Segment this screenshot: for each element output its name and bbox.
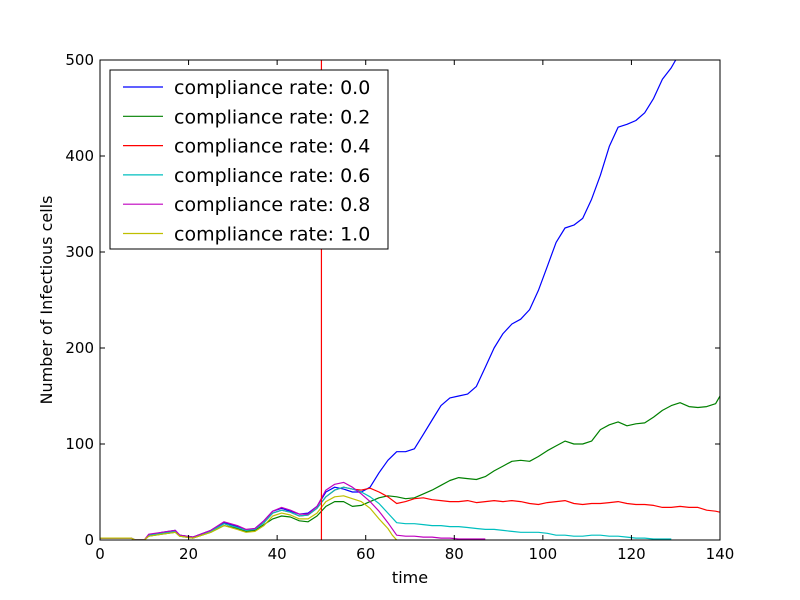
series-line-0 bbox=[100, 60, 677, 540]
x-tick-label: 120 bbox=[617, 545, 646, 563]
series-line-3 bbox=[100, 486, 672, 540]
x-tick-label: 40 bbox=[268, 545, 287, 563]
legend-label-3: compliance rate: 0.6 bbox=[174, 165, 370, 187]
legend-label-5: compliance rate: 1.0 bbox=[174, 224, 370, 246]
plot-area-frame bbox=[99, 59, 721, 541]
x-tick-label: 80 bbox=[445, 545, 464, 563]
legend-label-1: compliance rate: 0.2 bbox=[174, 106, 370, 128]
legend-label-2: compliance rate: 0.4 bbox=[174, 136, 370, 158]
y-tick-label: 200 bbox=[65, 339, 94, 357]
y-tick-label: 100 bbox=[65, 435, 94, 453]
x-tick-label: 140 bbox=[706, 545, 735, 563]
series-line-1 bbox=[100, 395, 720, 540]
plot-lines bbox=[100, 60, 720, 540]
legend-label-0: compliance rate: 0.0 bbox=[174, 77, 370, 99]
legend: compliance rate: 0.0 compliance rate: 0.2… bbox=[109, 69, 389, 250]
axis-ticks: 0 20 40 60 80 100 120 140 0 100 200 300 400 500 bbox=[65, 51, 734, 563]
x-tick-label: 100 bbox=[529, 545, 558, 563]
series-line-4 bbox=[100, 481, 486, 540]
y-tick-label: 300 bbox=[65, 243, 94, 261]
x-tick-label: 60 bbox=[356, 545, 375, 563]
y-tick-label: 500 bbox=[65, 51, 94, 69]
y-tick-label: 400 bbox=[65, 147, 94, 165]
legend-label-4: compliance rate: 0.8 bbox=[174, 194, 370, 216]
x-axis-label: time bbox=[392, 568, 428, 587]
y-axis-label: Number of Infectious cells bbox=[37, 196, 56, 405]
series-line-5 bbox=[100, 495, 398, 540]
legend-box bbox=[109, 69, 389, 250]
y-tick-label: 0 bbox=[84, 531, 94, 549]
x-tick-label: 0 bbox=[95, 545, 105, 563]
x-tick-label: 20 bbox=[179, 545, 198, 563]
